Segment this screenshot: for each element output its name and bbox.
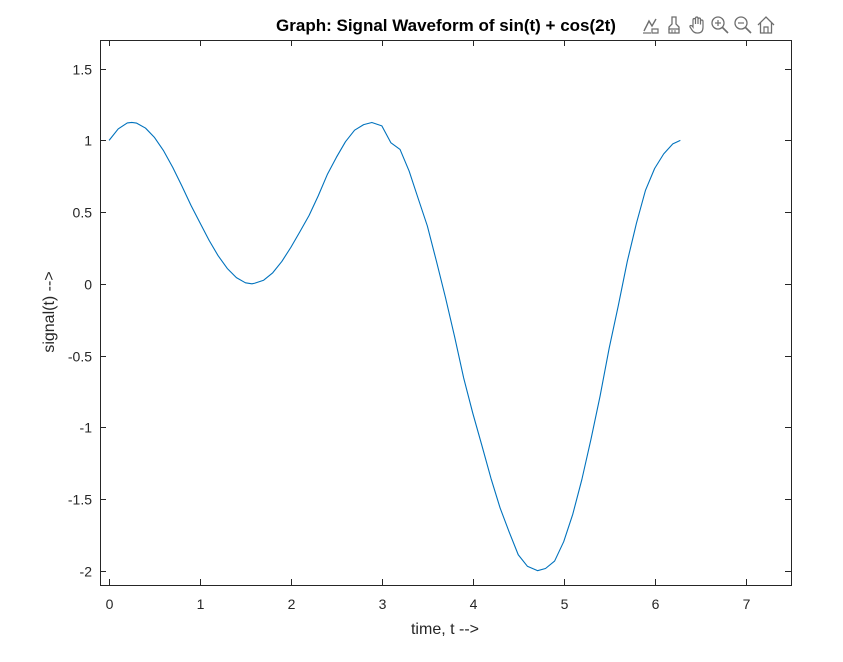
data-tips-icon	[643, 18, 659, 34]
x-axis-ticks: 0 1 2 3 4 5 6 7	[106, 40, 751, 612]
x-tick-label: 2	[288, 596, 296, 612]
home-icon	[757, 16, 775, 34]
data-tips-button[interactable]	[640, 13, 662, 37]
x-axis-label: time, t -->	[411, 621, 479, 638]
y-tick-label: 0.5	[73, 205, 93, 221]
x-tick-label: 6	[652, 596, 660, 612]
series-line-0	[108, 121, 681, 572]
y-tick-label: 1	[84, 133, 92, 149]
pan-button[interactable]	[686, 13, 708, 37]
zoom-out-button[interactable]	[732, 13, 754, 37]
y-tick-label: 1.5	[73, 62, 93, 78]
chart-title: Graph: Signal Waveform of sin(t) + cos(2…	[276, 16, 616, 35]
series-group	[108, 121, 681, 572]
y-tick-label: 0	[84, 277, 92, 293]
x-tick-label: 0	[106, 596, 114, 612]
y-tick-label: -2	[80, 564, 93, 580]
x-tick-label: 4	[470, 596, 478, 612]
y-tick-label: -1	[80, 420, 93, 436]
zoom-out-icon	[734, 16, 752, 34]
x-tick-label: 1	[197, 596, 205, 612]
y-axis-ticks: -2 -1.5 -1 -0.5 0 0.5 1 1.5	[68, 62, 791, 580]
y-axis-label: signal(t) -->	[41, 271, 58, 352]
brush-icon	[668, 16, 680, 34]
axes-toolbar	[640, 13, 777, 37]
restore-view-button[interactable]	[755, 13, 777, 37]
x-tick-label: 3	[379, 596, 387, 612]
y-tick-label: -1.5	[68, 492, 92, 508]
zoom-in-icon	[711, 16, 729, 34]
x-tick-label: 5	[561, 596, 569, 612]
pan-hand-icon	[689, 16, 704, 34]
zoom-in-button[interactable]	[709, 13, 731, 37]
brush-button[interactable]	[663, 13, 685, 37]
y-tick-label: -0.5	[68, 349, 92, 365]
axes-box	[100, 40, 792, 586]
x-tick-label: 7	[743, 596, 751, 612]
plot-area	[100, 40, 791, 585]
